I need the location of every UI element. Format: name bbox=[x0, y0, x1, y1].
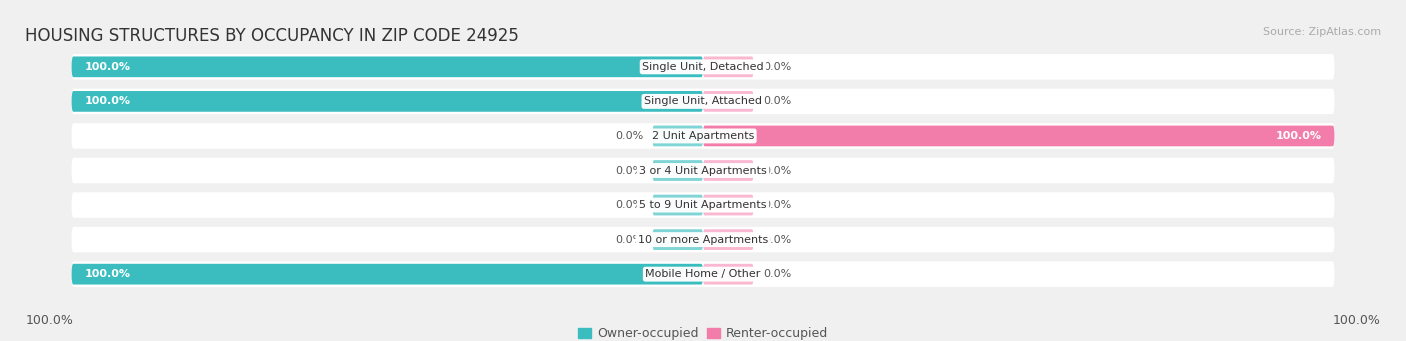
FancyBboxPatch shape bbox=[703, 160, 754, 181]
Text: 5 to 9 Unit Apartments: 5 to 9 Unit Apartments bbox=[640, 200, 766, 210]
Text: Single Unit, Detached: Single Unit, Detached bbox=[643, 62, 763, 72]
FancyBboxPatch shape bbox=[72, 91, 703, 112]
Legend: Owner-occupied, Renter-occupied: Owner-occupied, Renter-occupied bbox=[578, 327, 828, 340]
Text: 0.0%: 0.0% bbox=[763, 97, 792, 106]
Text: 10 or more Apartments: 10 or more Apartments bbox=[638, 235, 768, 244]
FancyBboxPatch shape bbox=[72, 264, 703, 284]
Text: 0.0%: 0.0% bbox=[614, 235, 643, 244]
Text: 100.0%: 100.0% bbox=[1275, 131, 1322, 141]
FancyBboxPatch shape bbox=[72, 192, 1334, 218]
FancyBboxPatch shape bbox=[72, 54, 1334, 79]
Text: 2 Unit Apartments: 2 Unit Apartments bbox=[652, 131, 754, 141]
Text: 0.0%: 0.0% bbox=[614, 131, 643, 141]
Text: 100.0%: 100.0% bbox=[25, 314, 73, 327]
FancyBboxPatch shape bbox=[703, 125, 1334, 146]
FancyBboxPatch shape bbox=[72, 227, 1334, 252]
FancyBboxPatch shape bbox=[703, 264, 754, 284]
Text: Single Unit, Attached: Single Unit, Attached bbox=[644, 97, 762, 106]
FancyBboxPatch shape bbox=[72, 89, 1334, 114]
Text: 0.0%: 0.0% bbox=[614, 200, 643, 210]
Text: Mobile Home / Other: Mobile Home / Other bbox=[645, 269, 761, 279]
Text: Source: ZipAtlas.com: Source: ZipAtlas.com bbox=[1263, 27, 1381, 37]
Text: 100.0%: 100.0% bbox=[84, 62, 131, 72]
Text: 100.0%: 100.0% bbox=[84, 97, 131, 106]
FancyBboxPatch shape bbox=[72, 57, 703, 77]
Text: 0.0%: 0.0% bbox=[763, 62, 792, 72]
FancyBboxPatch shape bbox=[652, 160, 703, 181]
FancyBboxPatch shape bbox=[703, 57, 754, 77]
FancyBboxPatch shape bbox=[703, 195, 754, 216]
Text: 0.0%: 0.0% bbox=[763, 235, 792, 244]
FancyBboxPatch shape bbox=[652, 195, 703, 216]
FancyBboxPatch shape bbox=[72, 158, 1334, 183]
Text: 3 or 4 Unit Apartments: 3 or 4 Unit Apartments bbox=[640, 165, 766, 176]
Text: 100.0%: 100.0% bbox=[84, 269, 131, 279]
FancyBboxPatch shape bbox=[703, 229, 754, 250]
Text: 0.0%: 0.0% bbox=[763, 200, 792, 210]
Text: 0.0%: 0.0% bbox=[763, 269, 792, 279]
Text: 100.0%: 100.0% bbox=[1333, 314, 1381, 327]
FancyBboxPatch shape bbox=[703, 91, 754, 112]
Text: 0.0%: 0.0% bbox=[763, 165, 792, 176]
FancyBboxPatch shape bbox=[72, 262, 1334, 287]
FancyBboxPatch shape bbox=[652, 229, 703, 250]
FancyBboxPatch shape bbox=[652, 125, 703, 146]
Text: HOUSING STRUCTURES BY OCCUPANCY IN ZIP CODE 24925: HOUSING STRUCTURES BY OCCUPANCY IN ZIP C… bbox=[25, 27, 519, 45]
FancyBboxPatch shape bbox=[72, 123, 1334, 149]
Text: 0.0%: 0.0% bbox=[614, 165, 643, 176]
